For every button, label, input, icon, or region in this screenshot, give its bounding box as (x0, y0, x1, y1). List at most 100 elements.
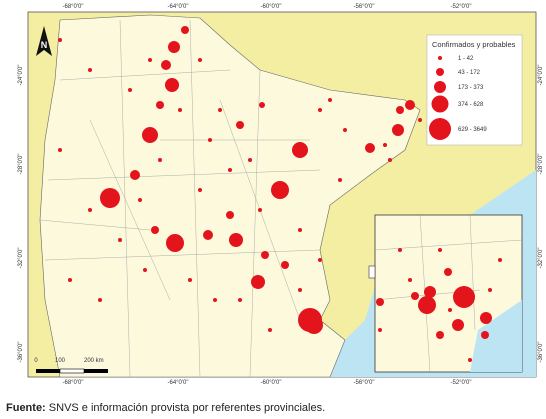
scale-bar (36, 368, 108, 374)
case-circle (298, 228, 302, 232)
case-circle (438, 248, 442, 252)
case-circle (98, 298, 102, 302)
case-circle (268, 328, 272, 332)
case-circle (481, 331, 489, 339)
case-circle (238, 298, 242, 302)
case-circle (226, 211, 234, 219)
case-circle (388, 158, 392, 162)
right-coord-label: -28°0'0" (538, 153, 544, 174)
case-circle (178, 108, 182, 112)
case-circle (292, 142, 308, 158)
case-circle (168, 41, 180, 53)
case-circle (166, 234, 184, 252)
case-circle (213, 298, 217, 302)
case-circle (158, 158, 162, 162)
case-circle (188, 278, 192, 282)
inset-sea (470, 300, 522, 372)
bottom-coord-label: -60°0'0" (260, 380, 281, 386)
right-coord-label: -32°0'0" (538, 247, 544, 268)
case-circle (236, 121, 244, 129)
case-circle (338, 178, 342, 182)
case-circle (328, 98, 332, 102)
case-circle (383, 143, 387, 147)
case-circle (100, 188, 120, 208)
case-circle (161, 60, 171, 70)
case-circle (365, 143, 375, 153)
legend-symbol (429, 118, 451, 140)
legend-entry: 43 - 172 (458, 70, 481, 76)
case-circle (396, 106, 404, 114)
left-coord-label: -24°0'0" (18, 64, 24, 85)
legend-entry: 173 - 373 (458, 85, 484, 91)
legend-symbol (431, 95, 449, 113)
case-circle (261, 251, 269, 259)
case-circle (424, 286, 436, 298)
case-circle (305, 316, 323, 334)
case-circle (444, 268, 452, 276)
inset-locator (368, 265, 376, 279)
case-circle (448, 308, 452, 312)
case-circle (271, 181, 289, 199)
scale-label: 200 km (84, 358, 104, 364)
left-coord-label: -32°0'0" (18, 247, 24, 268)
legend-entry: 1 - 42 (458, 56, 474, 62)
region (39, 14, 421, 378)
case-circle (376, 298, 384, 306)
case-circle (392, 124, 404, 136)
case-circle (142, 127, 158, 143)
case-circle (258, 208, 262, 212)
right-coord-label: -36°0'0" (538, 341, 544, 362)
case-circle (143, 268, 147, 272)
left-coord-label: -28°0'0" (18, 153, 24, 174)
case-circle (408, 278, 412, 282)
case-circle (58, 148, 62, 152)
scale-label: 100 (55, 358, 66, 364)
case-circle (436, 331, 444, 339)
top-coord-label: -52°0'0" (450, 4, 471, 10)
case-circle (156, 101, 164, 109)
case-circle (198, 188, 202, 192)
left-coord-label: -36°0'0" (18, 341, 24, 362)
case-circle (480, 312, 492, 324)
top-coord-label: -68°0'0" (62, 4, 83, 10)
case-circle (398, 248, 402, 252)
top-coord-label: -56°0'0" (353, 4, 374, 10)
case-circles (58, 26, 502, 362)
case-circle (418, 296, 436, 314)
legend-symbol (438, 56, 442, 60)
case-circle (318, 108, 322, 112)
case-circle (165, 78, 179, 92)
case-circle (130, 170, 140, 180)
case-circle (453, 286, 475, 308)
case-circle (281, 261, 289, 269)
case-circle (378, 328, 382, 332)
north-arrow: N (36, 26, 52, 56)
case-circle (58, 38, 62, 42)
case-circle (148, 58, 152, 62)
map: N Confirmados y probables -68°0'0" -68°0'… (18, 4, 544, 386)
case-circle (138, 198, 142, 202)
case-circle (498, 258, 502, 262)
bottom-coord-label: -56°0'0" (353, 380, 374, 386)
case-circle (418, 118, 422, 122)
caption-text: SNVS e información provista por referent… (48, 402, 326, 414)
legend-entry: 629 - 3649 (458, 127, 487, 133)
case-circle (411, 292, 419, 300)
case-circle (203, 230, 213, 240)
case-circle (88, 68, 92, 72)
case-circle (259, 102, 265, 108)
case-circle (298, 288, 302, 292)
case-circle (181, 26, 189, 34)
north-label: N (41, 40, 48, 50)
case-circle (128, 88, 132, 92)
bottom-coord-label: -68°0'0" (62, 380, 83, 386)
case-circle (488, 288, 492, 292)
case-circle (405, 100, 415, 110)
legend-title: Confirmados y probables (432, 40, 516, 49)
caption: Fuente: SNVS e información provista por … (6, 402, 325, 414)
case-circle (68, 278, 72, 282)
case-circle (228, 168, 232, 172)
right-coord-label: -24°0'0" (538, 64, 544, 85)
legend-symbol (434, 81, 446, 93)
